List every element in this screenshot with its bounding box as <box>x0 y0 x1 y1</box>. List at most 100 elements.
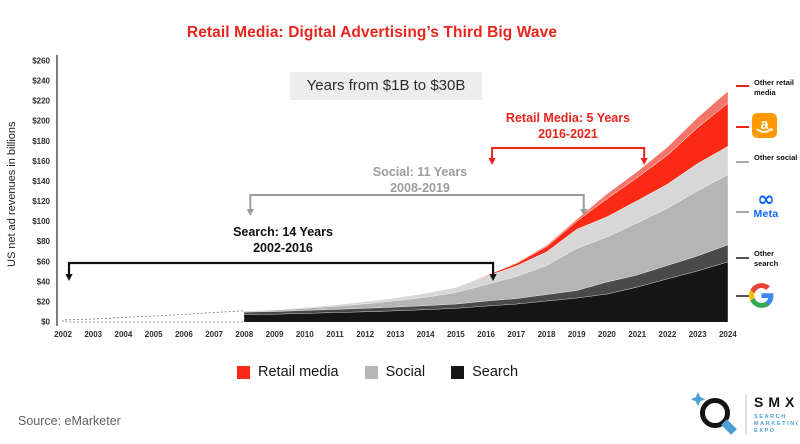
annotation-search-line1: Search: 14 Years <box>233 225 333 239</box>
annotation-social-line2: 2008-2019 <box>390 181 450 195</box>
annotation-retail-line2: 2016-2021 <box>538 127 598 141</box>
x-tick-label: 2009 <box>266 330 284 339</box>
annotation-social: Social: 11 Years 2008-2019 <box>320 164 520 196</box>
label-other-social: Other social <box>754 153 798 162</box>
y-tick-label: $0 <box>41 318 50 327</box>
y-axis: $0 $20 $40 $60 $80 $100 $120 $140 $160 $180 $200 $2… <box>32 55 58 327</box>
annotation-social-line1: Social: 11 Years <box>372 165 468 179</box>
smx-tagline-1: SEARCH <box>754 414 787 420</box>
smx-tagline-3: EXPO <box>754 428 776 434</box>
bracket-arrowhead <box>246 209 254 216</box>
legend-label-retail: Retail media <box>258 364 339 380</box>
smx-tagline-2: MARKETING <box>754 421 798 427</box>
label-other-retail-media: Other retail media <box>754 78 795 97</box>
y-tick-label: $80 <box>37 237 51 246</box>
legend-label-search: Search <box>472 364 519 380</box>
x-tick-label: 2021 <box>628 330 646 339</box>
smx-sparkle <box>690 392 706 407</box>
smx-logo: SMX SEARCH MARKETING EXPO <box>668 388 800 444</box>
legend-item-retail-media: Retail media <box>237 364 339 380</box>
annotation-search-line2: 2002-2016 <box>253 241 313 255</box>
layer-other-search <box>244 244 728 315</box>
x-tick-label: 2017 <box>507 330 525 339</box>
legend-swatch-retail <box>237 365 250 379</box>
x-tick-label: 2003 <box>84 330 102 339</box>
bracket-arrowhead <box>488 158 496 165</box>
smx-wordmark: SMX <box>754 394 798 410</box>
layer-social-meta- <box>244 174 728 312</box>
y-axis-title: US net ad revenues in billions <box>6 121 18 267</box>
meta-wordmark: Meta <box>753 208 779 220</box>
annotation-retail-line1: Retail Media: 5 Years <box>505 111 631 125</box>
x-tick-label: 2019 <box>568 330 586 339</box>
tick-other-social <box>736 161 749 163</box>
x-tick-label: 2014 <box>417 330 435 339</box>
stacked-area-chart: $0 $20 $40 $60 $80 $100 $120 $140 $160 $180 $200 $2… <box>32 55 737 339</box>
layer-other-social <box>244 146 728 312</box>
bracket-retail <box>491 147 646 159</box>
x-tick-label: 2012 <box>356 330 374 339</box>
callout-box: Years from $1B to $30B <box>290 72 482 100</box>
legend-swatch-search <box>451 365 465 379</box>
tick-meta <box>736 211 749 213</box>
smx-magnifier-handle <box>721 419 737 435</box>
x-tick-label: 2024 <box>719 330 737 339</box>
y-tick-label: $260 <box>32 57 50 66</box>
y-tick-label: $100 <box>32 217 50 226</box>
bracket-social <box>249 194 585 210</box>
bracket-arrowhead <box>489 274 497 281</box>
tick-other-search <box>736 257 749 259</box>
x-tick-label: 2018 <box>538 330 556 339</box>
annotation-retail: Retail Media: 5 Years 2016-2021 <box>468 110 668 142</box>
svg-text:a: a <box>760 117 769 133</box>
layer-search-google- <box>244 261 728 322</box>
smx-magnifier-icon <box>700 398 730 428</box>
x-tick-label: 2023 <box>689 330 707 339</box>
tick-amazon <box>736 126 749 128</box>
bracket-search <box>67 261 495 275</box>
bracket-arrowhead <box>640 158 648 165</box>
annotation-brackets <box>65 147 648 281</box>
x-tick-label: 2015 <box>447 330 465 339</box>
dotted-search-wedge <box>62 310 245 323</box>
x-tick-label: 2006 <box>175 330 193 339</box>
x-tick-label: 2016 <box>477 330 495 339</box>
x-tick-label: 2022 <box>659 330 677 339</box>
x-tick-label: 2010 <box>296 330 314 339</box>
legend-swatch-social <box>364 365 378 379</box>
legend: Retail media Social Search <box>237 364 518 380</box>
bracket-arrowhead <box>580 209 588 216</box>
chart-title: Retail Media: Digital Advertising’s Thir… <box>186 24 558 41</box>
legend-label-social: Social <box>385 364 426 380</box>
x-tick-label: 2007 <box>205 330 223 339</box>
x-tick-label: 2008 <box>235 330 253 339</box>
y-tick-label: $180 <box>32 137 50 146</box>
google-icon <box>748 282 775 314</box>
legend-item-social: Social <box>364 364 426 380</box>
y-tick-label: $160 <box>32 157 50 166</box>
y-tick-label: $220 <box>32 97 50 106</box>
meta-icon: ∞ Meta <box>746 187 786 221</box>
area-layers <box>244 90 729 322</box>
annotation-search: Search: 14 Years 2002-2016 <box>183 224 383 256</box>
y-tick-label: $120 <box>32 197 50 206</box>
x-tick-label: 2020 <box>598 330 616 339</box>
bracket-arrowhead <box>65 274 73 281</box>
x-tick-label: 2005 <box>145 330 163 339</box>
y-tick-label: $20 <box>37 297 51 306</box>
meta-infinity-glyph: ∞ <box>757 187 775 211</box>
tick-google <box>736 295 749 297</box>
y-tick-label: $60 <box>37 257 51 266</box>
x-tick-label: 2013 <box>387 330 405 339</box>
x-tick-label: 2002 <box>54 330 72 339</box>
x-tick-label: 2004 <box>115 330 133 339</box>
tick-other-retail <box>736 85 749 87</box>
x-axis: 2002 2003 2004 2005 2006 2007 2008 2009 2010 2011… <box>54 330 737 339</box>
y-tick-label: $200 <box>32 117 50 126</box>
y-tick-label: $240 <box>32 77 50 86</box>
x-tick-label: 2011 <box>326 330 344 339</box>
label-other-search: Other search <box>754 249 779 268</box>
y-tick-label: $40 <box>37 277 51 286</box>
legend-item-search: Search <box>451 364 518 380</box>
